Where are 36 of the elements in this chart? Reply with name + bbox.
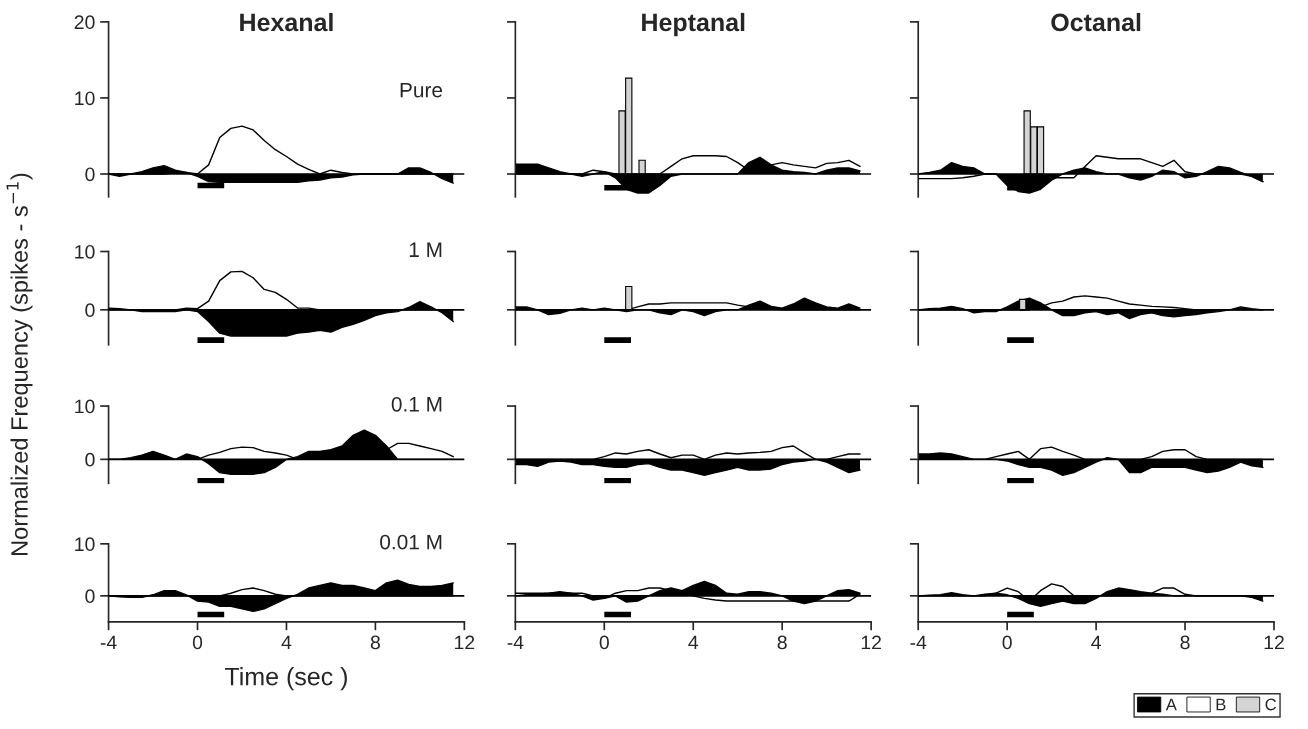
x-tick-label: 12 — [455, 635, 475, 650]
chart-title: Octanal — [1051, 12, 1141, 32]
y-tick-label: 10 — [75, 244, 95, 259]
y-tick-label: 0 — [85, 167, 95, 182]
x-tick-label: 0 — [599, 635, 609, 650]
x-tick-label: 12 — [861, 635, 881, 650]
y-tick-label: 0 — [85, 589, 95, 604]
legend-label: C — [1265, 698, 1277, 711]
legend-label: B — [1216, 698, 1226, 711]
x-tick-label: 12 — [1264, 635, 1284, 650]
x-tick-label: 4 — [281, 635, 292, 650]
chart-title: Heptanal — [642, 12, 745, 37]
y-tick-label: 0 — [85, 303, 95, 318]
y-axis-title: Normalized Frequency (spikes - s$^{−1}$) — [6, 173, 33, 555]
y-tick-label: 20 — [74, 15, 95, 30]
x-tick-label: 4 — [688, 635, 699, 650]
chart-title: Hexanal — [240, 12, 333, 32]
y-tick-label: 10 — [75, 537, 95, 552]
legend-label: A — [1165, 698, 1177, 711]
x-tick-label: 0 — [1002, 635, 1012, 650]
annotation: 0.1 M — [391, 396, 442, 412]
x-tick-label: 0 — [192, 635, 203, 650]
y-tick-label: 10 — [75, 399, 95, 414]
x-tick-label: -4 — [910, 635, 927, 650]
x-tick-label: 8 — [1180, 635, 1190, 650]
x-tick-label: -4 — [507, 635, 524, 650]
annotation: 0.01 M — [380, 534, 442, 550]
annotation: Pure — [400, 82, 443, 98]
y-tick-label: 0 — [85, 452, 95, 467]
annotation: 1 M — [409, 242, 442, 257]
x-axis-title: Time (sec ) — [224, 667, 347, 691]
y-tick-label: 10 — [75, 91, 95, 106]
x-tick-label: 8 — [370, 635, 380, 650]
x-tick-label: 8 — [777, 635, 787, 650]
x-tick-label: -4 — [100, 635, 117, 650]
x-tick-label: 4 — [1091, 635, 1101, 650]
